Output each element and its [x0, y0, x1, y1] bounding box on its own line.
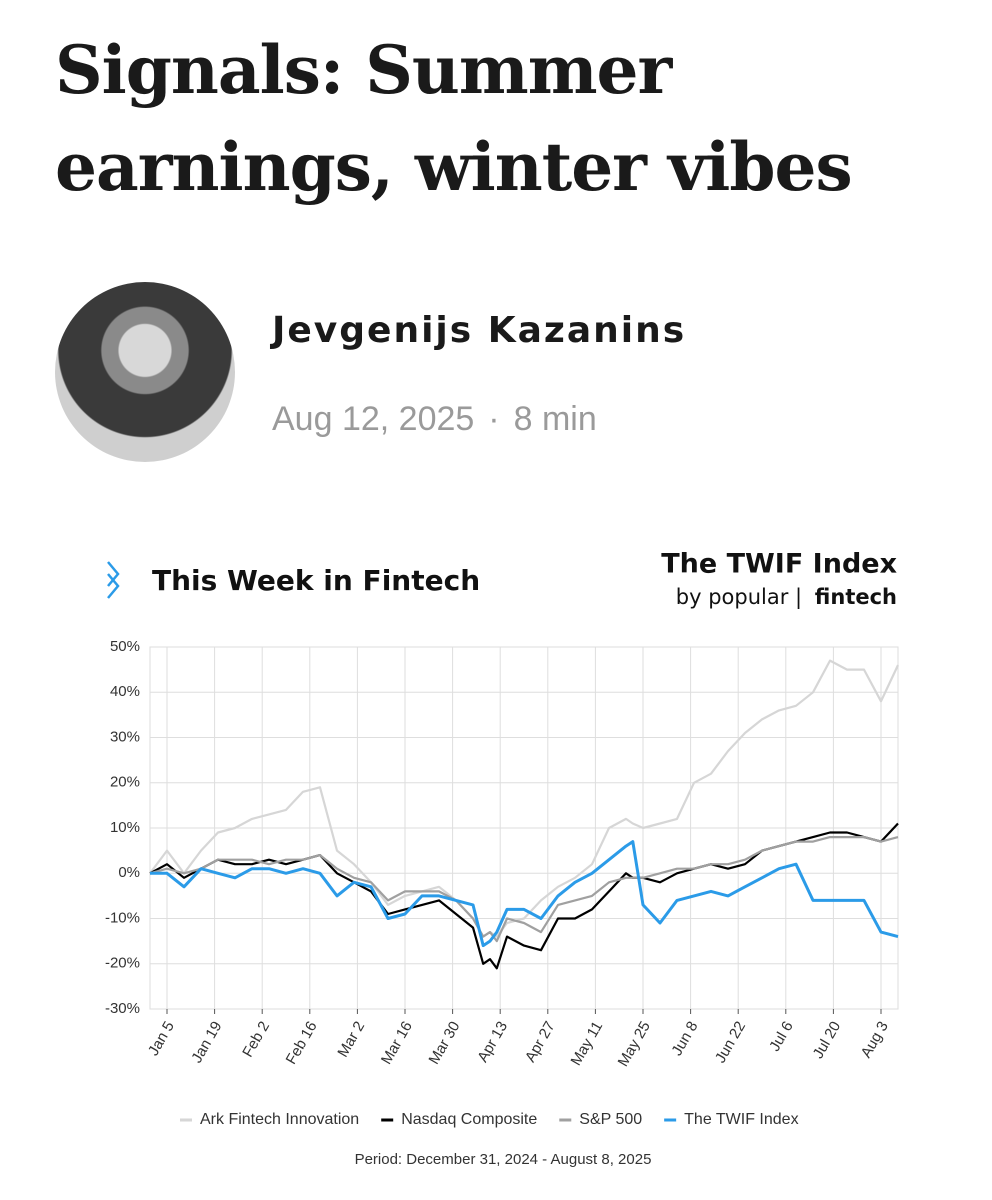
x-tick-label: Mar 16 — [378, 1018, 416, 1067]
y-tick-label: 10% — [110, 819, 140, 836]
brand: This Week in Fintech — [152, 564, 480, 597]
x-tick-label: Apr 13 — [474, 1018, 511, 1065]
series-line — [149, 836, 899, 943]
y-tick-label: -20% — [105, 955, 140, 972]
x-tick-label: Jun 22 — [712, 1018, 749, 1066]
article-title: Signals: Summer earnings, winter vibes — [55, 31, 853, 206]
byline-prefix: by popular | — [676, 585, 802, 610]
x-tick-label: Feb 16 — [283, 1018, 321, 1067]
author-avatar — [55, 282, 235, 462]
series-line — [150, 840, 899, 948]
x-tick-label: Apr 27 — [522, 1018, 559, 1065]
x-tick-label: Aug 3 — [858, 1018, 892, 1060]
date: Aug 12, 2025 — [272, 400, 475, 438]
x-tick-label: May 11 — [568, 1018, 607, 1068]
chart-title: The TWIF Index — [661, 549, 897, 580]
x-tick-label: May 25 — [615, 1018, 654, 1069]
chart: This Week in Fintech The TWIF Index by p… — [105, 549, 899, 1168]
article-meta: Aug 12, 2025 · 8 min — [272, 400, 611, 439]
legend-label: Ark Fintech Innovation — [200, 1111, 359, 1128]
x-tick-label: Mar 30 — [425, 1018, 463, 1067]
y-tick-label: 40% — [110, 683, 140, 700]
y-tick-label: 50% — [110, 638, 140, 655]
y-tick-label: 0% — [118, 864, 140, 881]
logo — [107, 561, 120, 599]
y-tick-label: -10% — [105, 909, 140, 926]
legend-label: S&P 500 — [579, 1111, 642, 1128]
legend-label: Nasdaq Composite — [401, 1111, 537, 1128]
y-tick-label: 30% — [110, 728, 140, 745]
x-tick-label: Feb 2 — [239, 1018, 273, 1060]
read-time: 8 min — [513, 400, 597, 438]
x-tick-label: Jun 8 — [668, 1018, 701, 1058]
byline-brand: fintech — [815, 585, 897, 609]
byline: by popular | fintech — [676, 585, 897, 610]
x-tick-label: Jul 6 — [766, 1018, 797, 1054]
y-tick-label: 20% — [110, 774, 140, 791]
legend-label: The TWIF Index — [684, 1111, 798, 1128]
x-tick-label: Jul 20 — [810, 1018, 845, 1061]
x-tick-label: Mar 2 — [334, 1018, 368, 1060]
author-name[interactable]: Jevgenijs Kazanins — [272, 310, 687, 351]
y-tick-label: -30% — [105, 1000, 140, 1017]
period: Period: December 31, 2024 - August 8, 20… — [355, 1151, 652, 1168]
x-tick-label: Jan 5 — [145, 1018, 178, 1058]
separator: · — [488, 400, 500, 438]
x-tick-label: Jan 19 — [188, 1018, 225, 1066]
